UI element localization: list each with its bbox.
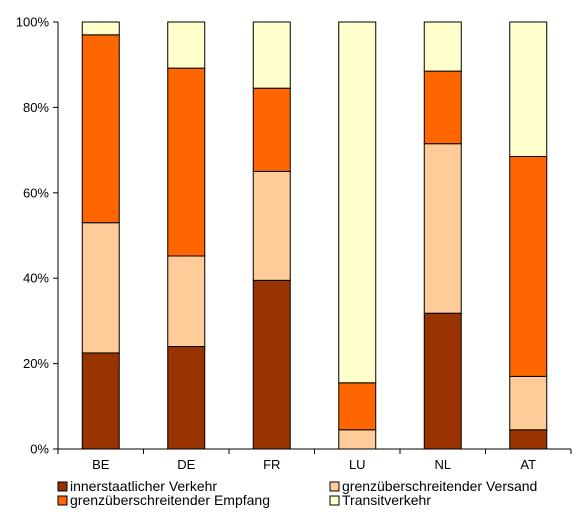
bar-segment-de-s3 — [167, 67, 206, 257]
bar-segment-de-s1 — [167, 346, 206, 450]
x-tick-label-de: DE — [177, 457, 195, 472]
x-tick-label-lu: LU — [349, 457, 366, 472]
bar-segment-nl-s2 — [423, 143, 462, 314]
bar-segment-at-s3 — [509, 156, 548, 377]
y-tick-label: 0% — [30, 442, 49, 457]
bar-segment-lu-s2 — [338, 429, 377, 450]
legend-label-4: Transitverkehr — [342, 492, 431, 508]
bar-segment-nl-s4 — [423, 21, 462, 72]
bar-segment-fr-s1 — [252, 279, 291, 450]
x-tick-label-nl: NL — [434, 457, 451, 472]
plot-area — [81, 21, 548, 450]
legend: innerstaatlicher Verkehr grenzüberschreit… — [57, 478, 537, 508]
bar-segment-fr-s4 — [252, 21, 291, 89]
y-tick-label: 40% — [23, 271, 49, 286]
bar-segment-at-s4 — [509, 21, 548, 157]
bar-segment-lu-s3 — [338, 382, 377, 431]
bar-segment-be-s3 — [81, 34, 120, 224]
axes: 0% 20% 40% 60% 80% 100% BE DE FR LU NL AT — [16, 15, 572, 472]
bar-segment-nl-s1 — [423, 312, 462, 450]
legend-label-2: grenzüberschreitender Versand — [342, 478, 537, 494]
y-tick-label: 80% — [23, 100, 49, 115]
x-tick-label-be: BE — [92, 457, 110, 472]
bar-segment-de-s4 — [167, 21, 206, 69]
legend-swatch-3 — [57, 495, 68, 506]
bar-segment-de-s2 — [167, 255, 206, 348]
legend-label-3: grenzüberschreitender Empfang — [70, 492, 270, 508]
x-tick-label-at: AT — [520, 457, 536, 472]
y-tick-label: 60% — [23, 185, 49, 200]
legend-label-1: innerstaatlicher Verkehr — [70, 478, 217, 494]
bar-segment-be-s1 — [81, 352, 120, 450]
bar-segment-nl-s3 — [423, 70, 462, 145]
bar-segment-fr-s3 — [252, 87, 291, 172]
bar-segment-fr-s2 — [252, 170, 291, 281]
bar-segment-be-s2 — [81, 222, 120, 354]
legend-swatch-2 — [329, 481, 340, 492]
bar-segment-at-s1 — [509, 429, 548, 450]
legend-swatch-1 — [57, 481, 68, 492]
y-tick-label: 20% — [23, 356, 49, 371]
bar-segment-at-s2 — [509, 375, 548, 431]
legend-swatch-4 — [329, 495, 340, 506]
bar-segment-be-s4 — [81, 21, 120, 36]
bar-segment-lu-s4 — [338, 21, 377, 384]
x-tick-label-fr: FR — [263, 457, 280, 472]
y-tick-label: 100% — [16, 15, 50, 30]
